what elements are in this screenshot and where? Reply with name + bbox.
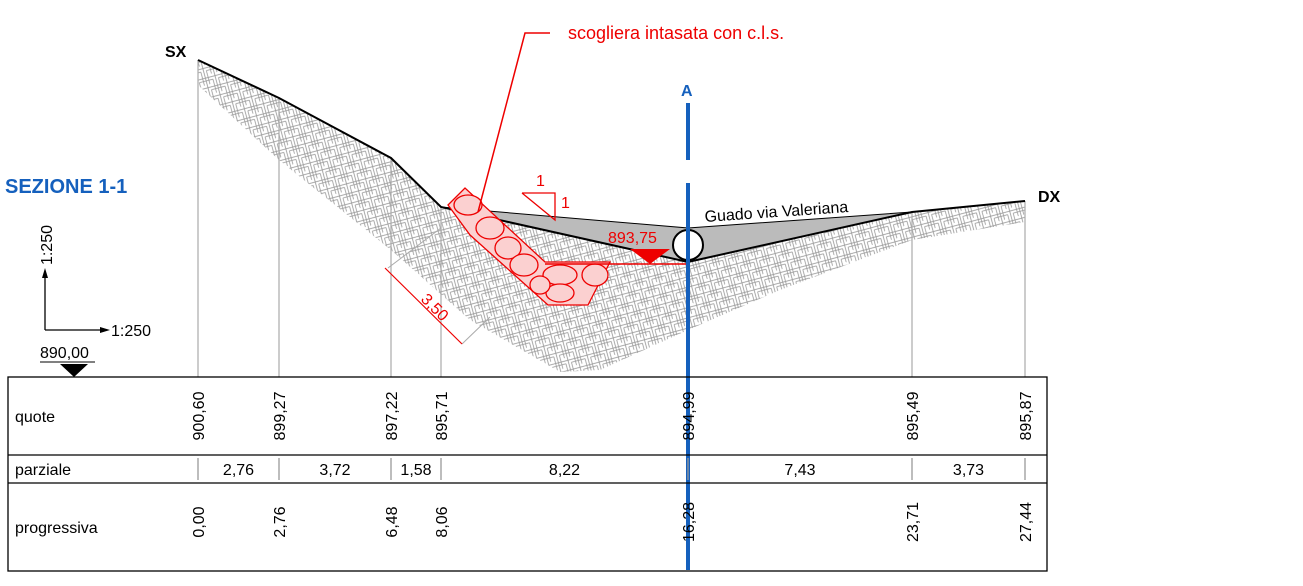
row-label: quote xyxy=(15,409,55,426)
progressive: 6,48 xyxy=(384,506,401,537)
elevation: 894,99 xyxy=(681,391,698,440)
elevation: 895,49 xyxy=(905,391,922,440)
progressive: 27,44 xyxy=(1018,502,1035,542)
row-label: progressiva xyxy=(15,520,98,537)
slope-v: 1 xyxy=(536,173,545,190)
dimension xyxy=(384,267,463,345)
row-label: parziale xyxy=(15,462,71,479)
station-lines xyxy=(197,60,1026,377)
scale-h: 1:250 xyxy=(111,323,151,340)
partial: 3,72 xyxy=(319,462,350,479)
slope-triangle xyxy=(521,192,556,222)
progressive: 16,28 xyxy=(681,502,698,542)
datum: 890,00 xyxy=(40,345,89,362)
progressive: 8,06 xyxy=(434,506,451,537)
axis-label: A xyxy=(681,83,693,100)
section-title: SEZIONE 1-1 xyxy=(5,176,127,198)
soil-hatch xyxy=(198,60,1025,372)
leader xyxy=(477,32,550,213)
partial-ticks xyxy=(197,458,1026,480)
table-grid xyxy=(7,376,1048,572)
left-bank: SX xyxy=(165,44,187,61)
water-marker xyxy=(630,249,670,264)
progressive: 0,00 xyxy=(191,506,208,537)
partial: 1,58 xyxy=(400,462,431,479)
arrowhead xyxy=(100,327,110,333)
water-level: 893,75 xyxy=(608,230,657,247)
right-bank: DX xyxy=(1038,189,1061,206)
elevation: 900,60 xyxy=(191,391,208,440)
arrowhead xyxy=(42,268,48,278)
partial: 7,43 xyxy=(784,462,815,479)
partial: 3,73 xyxy=(953,462,984,479)
scale-v: 1:250 xyxy=(39,225,56,265)
progressive: 23,71 xyxy=(905,502,922,542)
slope-h: 1 xyxy=(561,195,570,212)
datum-marker xyxy=(60,364,88,377)
note: scogliera intasata con c.l.s. xyxy=(568,23,784,43)
ground-profile xyxy=(197,59,1026,264)
elevation: 897,22 xyxy=(384,391,401,440)
elevation: 899,27 xyxy=(272,391,289,440)
partial: 8,22 xyxy=(549,462,580,479)
elevation: 895,87 xyxy=(1018,391,1035,440)
elevation: 895,71 xyxy=(434,391,451,440)
partial: 2,76 xyxy=(223,462,254,479)
dimension xyxy=(387,227,491,345)
scale-arrows xyxy=(44,272,105,331)
progressive: 2,76 xyxy=(272,506,289,537)
rockfill xyxy=(447,187,612,306)
